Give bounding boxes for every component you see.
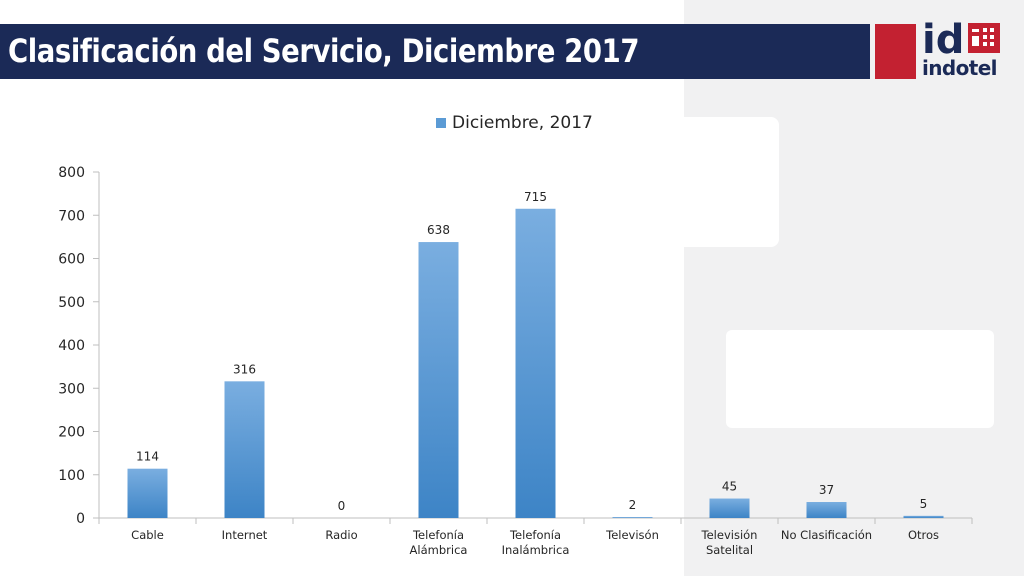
- bar: [224, 381, 265, 518]
- background-panel: [684, 0, 1024, 576]
- data-label: 5: [920, 497, 928, 511]
- y-tick-label: 800: [58, 165, 85, 181]
- page-title: Clasificación del Servicio, Diciembre 20…: [8, 32, 640, 70]
- legend-swatch: [436, 118, 446, 128]
- x-tick-label: Satelital: [706, 543, 753, 557]
- bar: [515, 208, 556, 518]
- bar-chart: 0 100 200 300 400 500 600 700 800 114 Cable 316 Inte…: [58, 113, 973, 557]
- y-tick-label: 400: [58, 338, 85, 354]
- x-tick-label: Internet: [222, 528, 268, 542]
- data-label: 45: [722, 480, 737, 494]
- data-label: 2: [629, 498, 637, 512]
- x-tick-label: Telefonía: [509, 528, 561, 542]
- background-box: [726, 330, 994, 428]
- legend-label: Diciembre, 2017: [452, 113, 593, 133]
- title-bar: Clasificación del Servicio, Diciembre 20…: [0, 24, 870, 79]
- x-tick-label: Cable: [131, 528, 164, 542]
- x-tick-label: Radio: [325, 528, 357, 542]
- bar: [418, 242, 459, 518]
- logo-name: indotel: [922, 56, 998, 80]
- bar: [806, 501, 847, 518]
- x-tick-label: Televisión: [701, 528, 758, 542]
- x-tick-label: No Clasificación: [781, 528, 872, 542]
- y-tick-label: 0: [76, 511, 85, 527]
- bar: [709, 498, 750, 518]
- data-label: 114: [136, 450, 159, 464]
- y-tick-label: 700: [58, 208, 85, 224]
- y-tick-label: 600: [58, 252, 85, 268]
- y-tick-label: 300: [58, 381, 85, 397]
- data-label: 715: [524, 190, 547, 204]
- data-label: 37: [819, 483, 834, 497]
- x-tick-label: Televisón: [605, 528, 659, 542]
- bar: [127, 468, 168, 518]
- logo-letters: id: [922, 19, 964, 57]
- y-tick-label: 100: [58, 468, 85, 484]
- indotel-logo-icon: id: [922, 19, 1000, 57]
- data-label: 316: [233, 362, 256, 376]
- bar: [612, 517, 653, 518]
- y-tick-label: 500: [58, 295, 85, 311]
- x-tick-label: Telefonía: [412, 528, 464, 542]
- background-notch: [684, 117, 779, 247]
- x-tick-label: Otros: [908, 528, 939, 542]
- y-tick-label: 200: [58, 425, 85, 441]
- data-label: 638: [427, 223, 450, 237]
- x-tick-label: Inalámbrica: [502, 543, 570, 557]
- bar: [903, 515, 944, 518]
- logo-red-block: [875, 24, 916, 79]
- data-label: 0: [338, 499, 346, 513]
- x-tick-label: Alámbrica: [410, 543, 468, 557]
